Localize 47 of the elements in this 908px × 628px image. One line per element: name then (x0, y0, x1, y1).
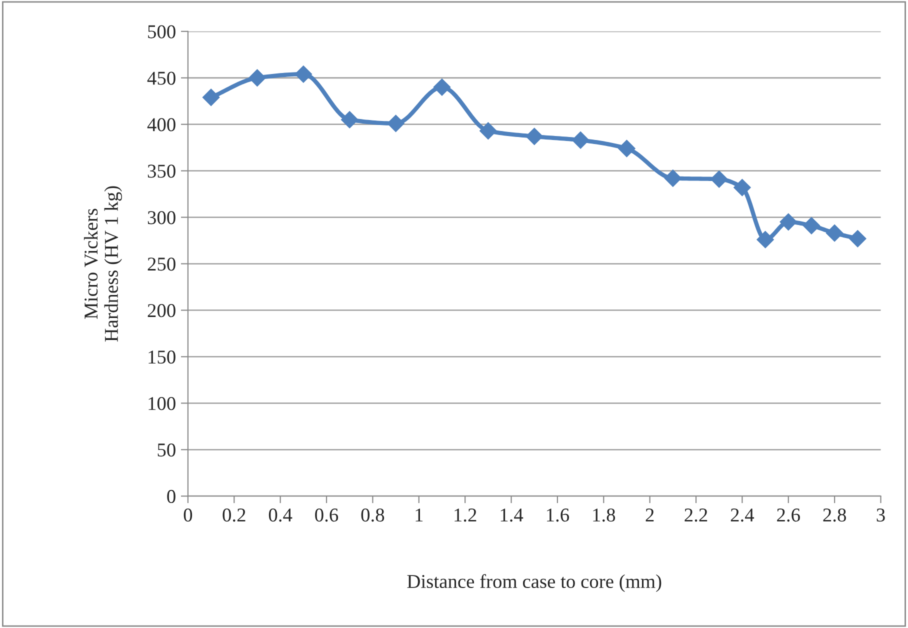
y-tick-label: 0 (167, 490, 176, 504)
x-tick-label: 3 (876, 508, 885, 522)
x-tick-label: 0.6 (315, 508, 338, 522)
x-axis-title: Distance from case to core (mm) (407, 574, 662, 592)
x-tick-label: 0 (184, 508, 192, 522)
point (294, 66, 312, 83)
x-tick-label: 2.4 (730, 508, 754, 522)
x-tick-label: 2 (646, 508, 654, 522)
y-tick-label: 250 (148, 258, 176, 271)
y-tick-label: 200 (148, 304, 176, 318)
y-tick-label: 500 (148, 25, 176, 38)
x-tick-label: 1 (416, 508, 423, 522)
x-tick-label: 0.2 (222, 508, 246, 522)
point (849, 230, 866, 248)
point (734, 178, 751, 196)
point (526, 128, 543, 145)
point (780, 213, 797, 230)
x-tick-label: 1.6 (547, 508, 570, 522)
x-tick-label: 0.4 (268, 508, 292, 522)
point (802, 217, 820, 234)
point (341, 111, 358, 128)
point (248, 69, 266, 86)
y-axis-title: Micro Vickers Hardness (HV 1 kg) (84, 186, 122, 342)
point (710, 170, 728, 188)
y-tick-label: 450 (147, 72, 176, 85)
x-tick-label: 2.6 (777, 508, 800, 522)
point (664, 170, 682, 187)
point (618, 140, 636, 158)
y-tick-label: 50 (158, 443, 176, 457)
point (756, 231, 774, 248)
point (826, 224, 844, 242)
point (433, 78, 451, 96)
point (480, 122, 497, 140)
y-tick-label: 400 (147, 118, 176, 132)
x-tick-label: 1.4 (500, 508, 524, 522)
point (202, 88, 220, 106)
x-tick-label: 1.8 (593, 508, 616, 522)
x-tick-label: 0.8 (361, 508, 384, 522)
y-tick-label: 350 (148, 164, 176, 178)
y-tick-label: 100 (148, 396, 176, 410)
x-tick-label: 2.8 (823, 508, 846, 522)
y-tick-label: 150 (148, 350, 176, 364)
y-tick-label: 300 (148, 211, 176, 224)
point (572, 132, 590, 149)
x-tick-label: 2.2 (684, 508, 708, 522)
x-tick-label: 1.2 (454, 508, 476, 522)
point (387, 114, 404, 132)
